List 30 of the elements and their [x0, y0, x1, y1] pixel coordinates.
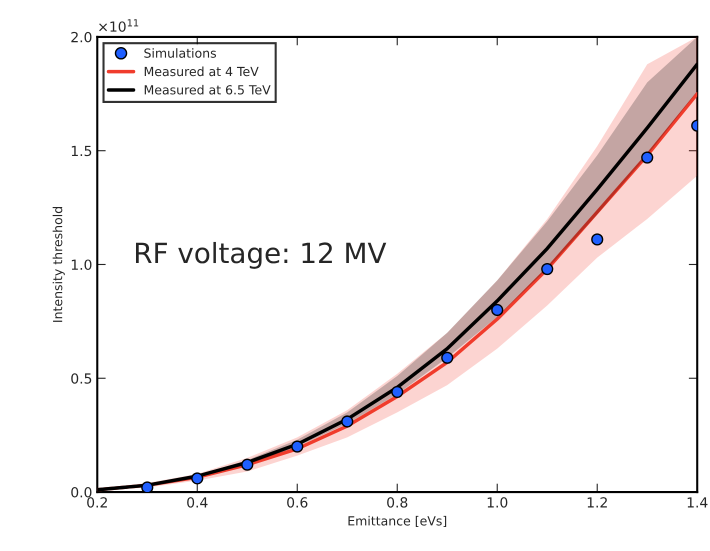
x-tick-label: 0.2	[87, 497, 107, 508]
point	[341, 415, 354, 428]
annotation: RF voltage: 12 MV	[136, 242, 386, 269]
y-tick-label: 1.0	[72, 259, 92, 270]
point	[141, 481, 154, 492]
x-tick-label: 1.0	[488, 497, 508, 508]
y-tick-label: 2.0	[71, 32, 92, 42]
y-tick-label: 1.5	[72, 146, 92, 156]
y-tick-label: 0.0	[71, 487, 92, 498]
text: ×10$^{11}$	[99, 19, 138, 32]
point	[541, 262, 554, 276]
legend-label: Simulations	[144, 48, 216, 58]
point	[241, 458, 254, 471]
point	[391, 386, 404, 398]
point	[291, 440, 304, 453]
y-tick-label: 0.5	[71, 373, 92, 384]
legend-label: Measured at 6.5 TeV	[144, 84, 271, 95]
x-tick-label: 1.4	[688, 497, 708, 508]
point	[491, 304, 504, 316]
x-tick-label: 0.4	[187, 497, 208, 508]
point	[641, 151, 654, 164]
legend-label: Measured at 4 TeV	[144, 66, 259, 76]
point	[441, 352, 454, 364]
x-axis-title: Emittance [eVs]	[348, 516, 446, 528]
x-tick-label: 0.8	[387, 497, 408, 508]
point	[591, 233, 604, 246]
point	[191, 472, 204, 484]
x-tick-label: 0.6	[287, 497, 308, 508]
x-tick-label: 1.2	[588, 497, 607, 508]
y-axis-title: Intensity threshold	[52, 206, 65, 322]
